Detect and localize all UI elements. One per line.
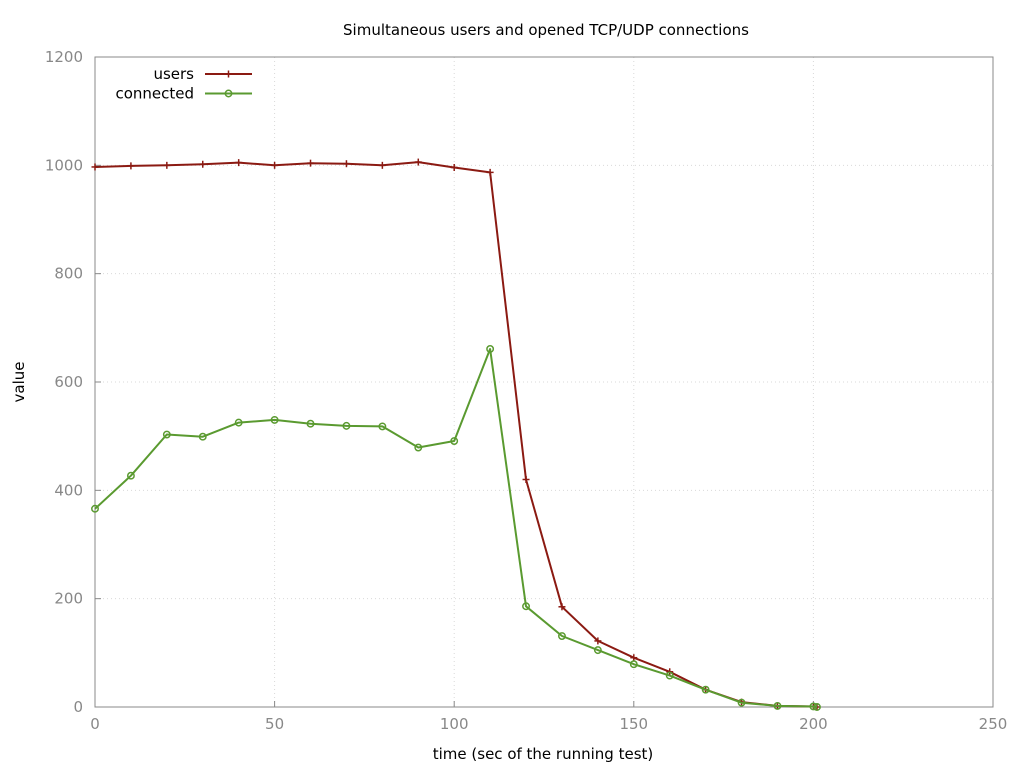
data-point-users [342, 160, 350, 168]
data-point-users [522, 476, 530, 483]
x-tick-label: 150 [619, 715, 648, 733]
series-line-connected [94, 348, 818, 708]
series [91, 158, 821, 711]
data-point-users [235, 159, 243, 167]
data-point-users [271, 161, 279, 169]
data-point-connected [701, 685, 710, 694]
data-point-users [558, 603, 566, 611]
y-tick-label: 600 [54, 373, 83, 391]
data-point-users [414, 158, 422, 166]
ticks: 0 50 100 150 200 250 0 200 400 600 800 1000 1200 [45, 48, 1008, 733]
y-tick-label: 200 [54, 590, 83, 608]
data-point-connected [737, 698, 746, 707]
x-tick-label: 200 [799, 715, 828, 733]
data-point-users [307, 159, 315, 167]
x-axis-label: time (sec of the running test) [433, 745, 654, 763]
x-tick-label: 100 [440, 715, 469, 733]
data-point-users [594, 637, 602, 645]
legend-entry-connected: connected [115, 85, 252, 103]
legend-entry-users: users [153, 65, 252, 83]
x-tick-label: 50 [265, 715, 284, 733]
x-tick-label: 0 [90, 715, 100, 733]
data-point-users [127, 162, 135, 170]
data-point-connected [809, 702, 818, 711]
data-point-connected [522, 602, 530, 611]
data-point-connected [773, 701, 782, 710]
data-point-users [486, 168, 494, 176]
data-point-connected [91, 504, 99, 513]
data-point-connected [665, 671, 674, 680]
data-point-connected [234, 418, 243, 427]
data-point-connected [414, 443, 423, 452]
legend: users connected [115, 65, 252, 103]
data-point-connected [270, 415, 279, 424]
y-tick-label: 0 [73, 698, 83, 716]
data-point-users [91, 163, 99, 171]
data-point-users [199, 160, 207, 168]
data-point-connected [198, 432, 207, 441]
data-point-connected [593, 646, 602, 655]
data-point-connected [629, 660, 638, 669]
y-axis-label: value [10, 362, 28, 403]
y-tick-label: 400 [54, 481, 83, 499]
legend-label: connected [115, 85, 194, 103]
y-tick-label: 1000 [45, 156, 83, 174]
data-point-users [630, 654, 638, 662]
data-point-connected [162, 430, 171, 439]
legend-marker [224, 89, 233, 98]
data-point-connected [813, 703, 821, 711]
data-point-connected [306, 419, 315, 428]
y-tick-label: 800 [54, 265, 83, 283]
series-connected [91, 345, 821, 711]
data-point-users [163, 161, 171, 169]
legend-label: users [153, 65, 194, 83]
data-point-connected [450, 437, 459, 445]
legend-marker [225, 70, 232, 78]
data-point-connected [378, 422, 387, 431]
data-point-users [378, 161, 386, 169]
data-point-users [450, 164, 458, 171]
data-point-connected [126, 471, 135, 480]
chart-title: Simultaneous users and opened TCP/UDP co… [343, 21, 749, 39]
data-point-connected [558, 632, 566, 640]
x-tick-label: 250 [979, 715, 1008, 733]
y-tick-label: 1200 [45, 48, 83, 66]
grid [95, 56, 994, 707]
data-point-connected [486, 345, 495, 353]
data-point-connected [342, 421, 351, 430]
